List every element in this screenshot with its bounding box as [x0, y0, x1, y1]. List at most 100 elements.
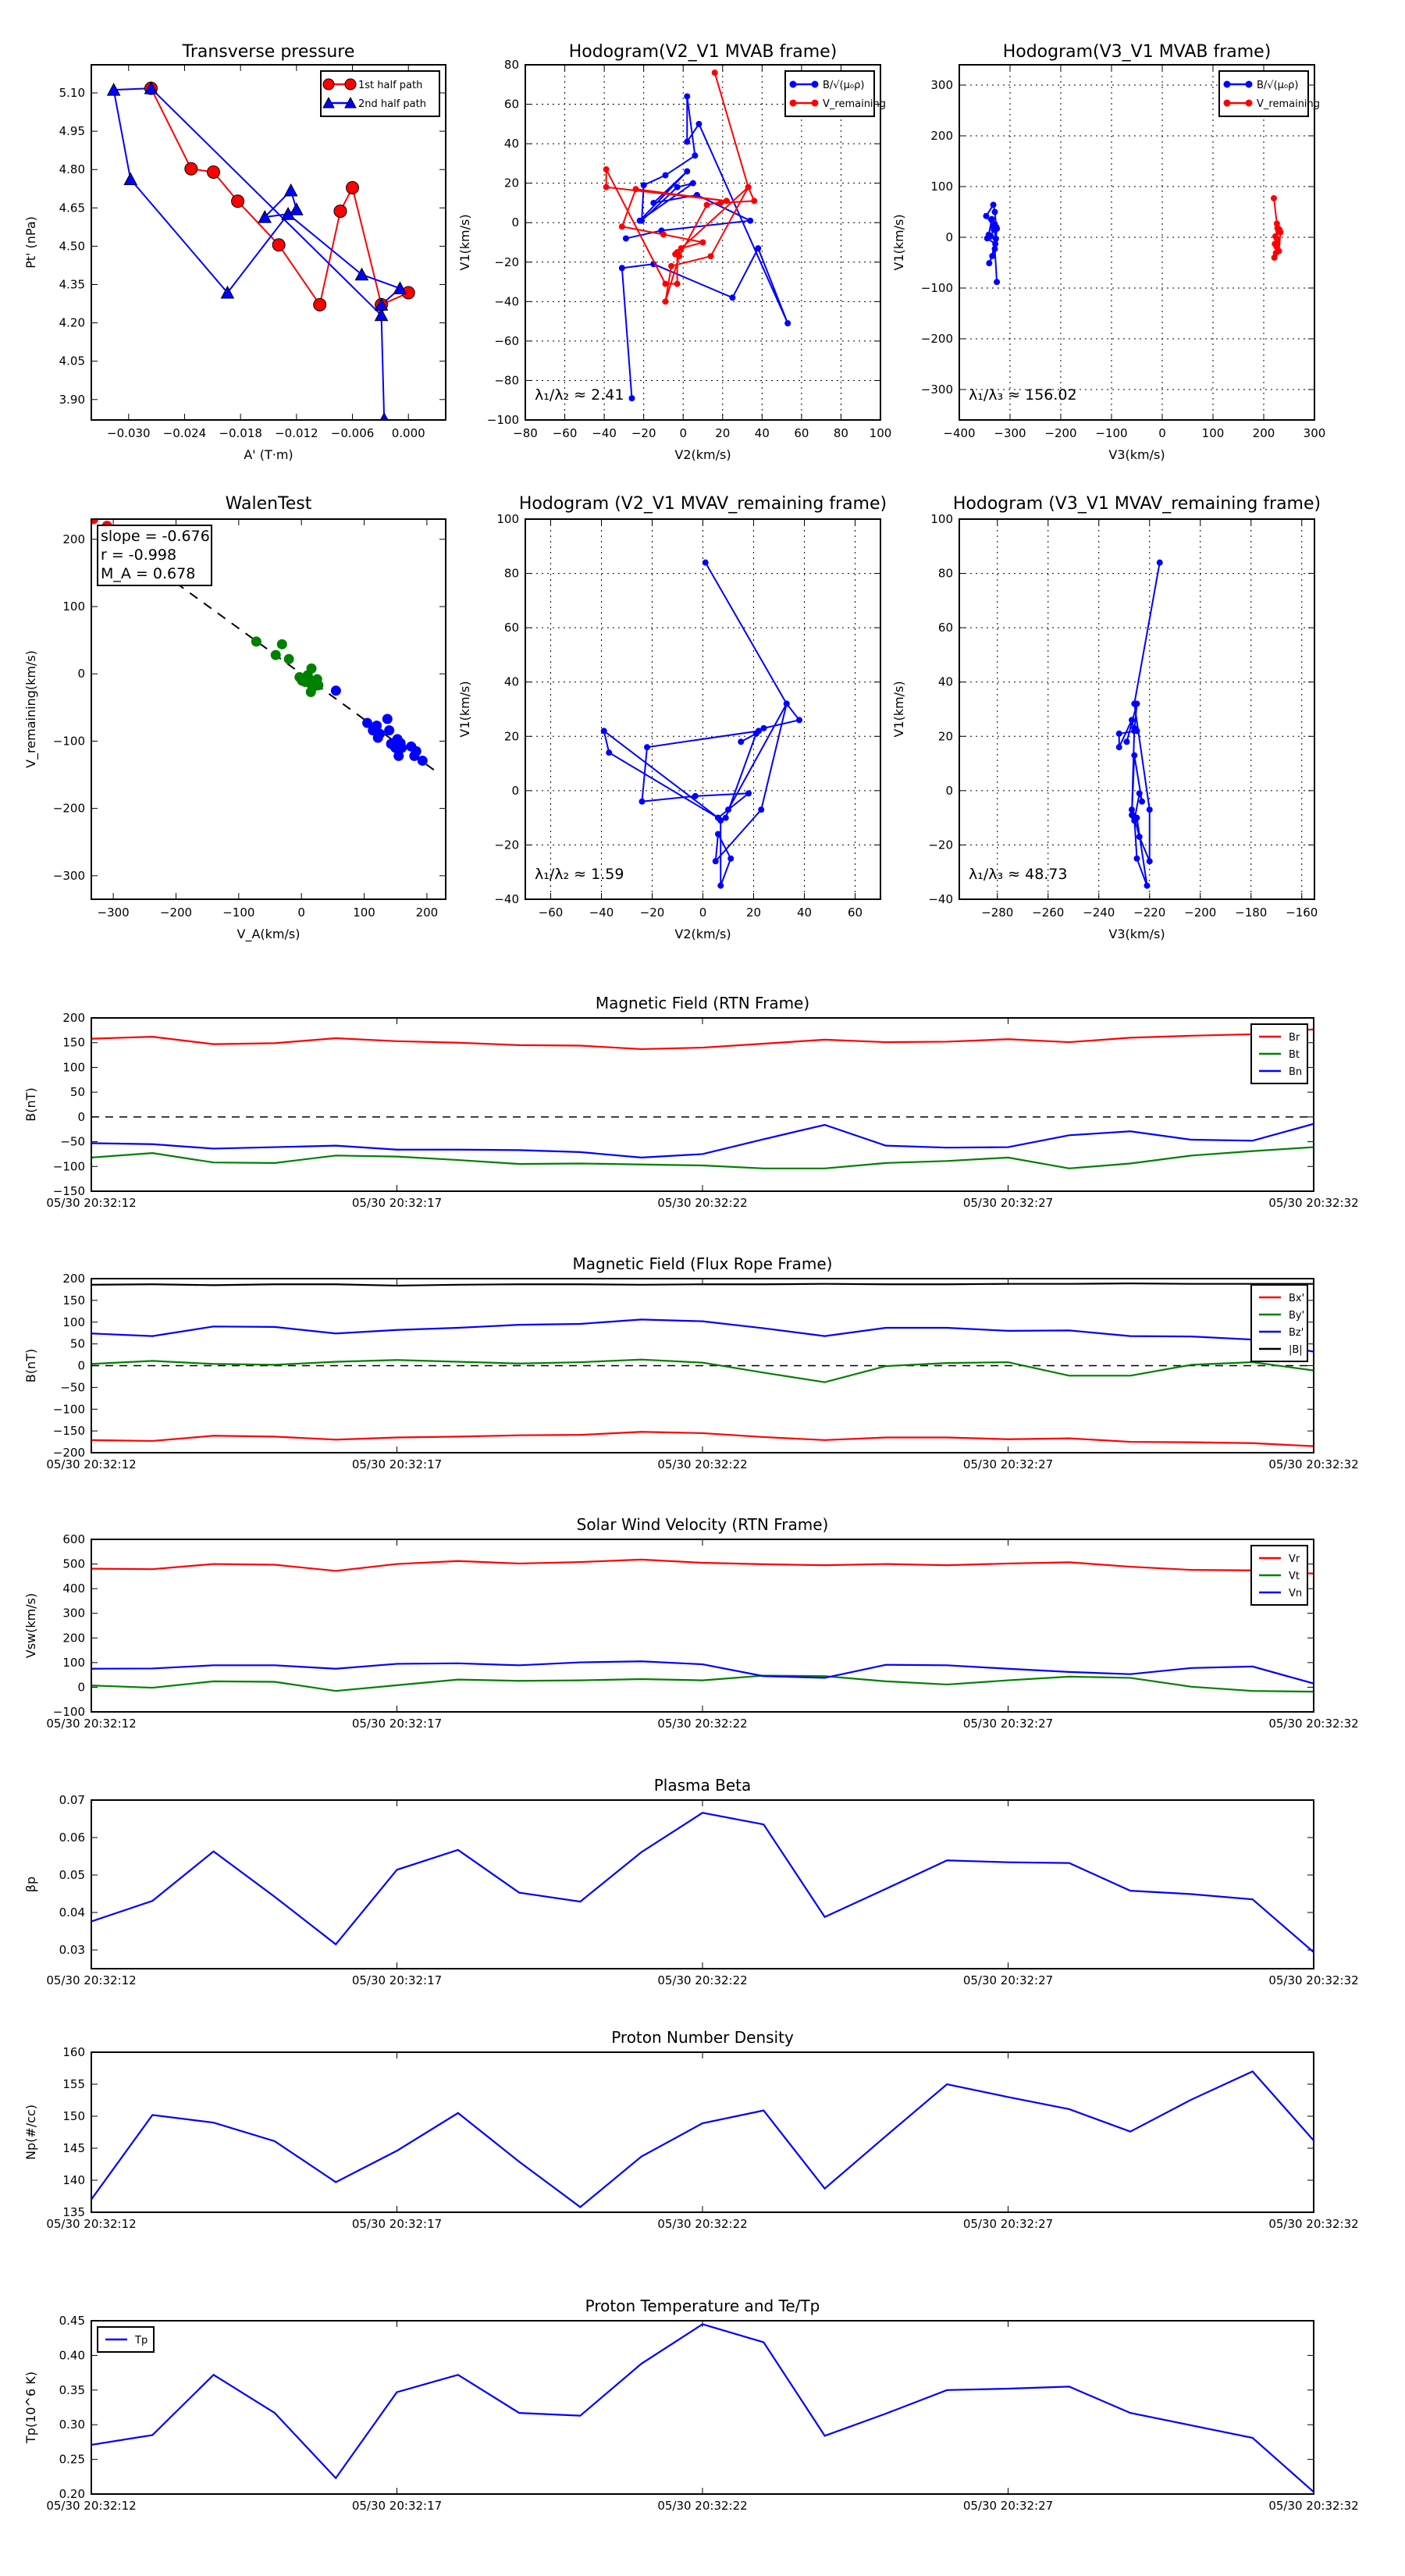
x-axis-label: V3(km/s) — [1108, 927, 1165, 941]
data-layer — [91, 2070, 1314, 2208]
y-tick-label: 4.50 — [59, 239, 85, 253]
y-tick-label: 80 — [938, 567, 953, 581]
data-layer — [106, 81, 415, 420]
y-tick-label: 0 — [945, 784, 953, 798]
data-point — [184, 162, 198, 176]
data-point — [1156, 559, 1163, 566]
data-point — [644, 744, 650, 751]
data-point-end — [411, 745, 422, 756]
x-tick-label: 05/30 20:32:12 — [46, 1717, 136, 1731]
data-point-end — [372, 720, 382, 731]
data-point — [703, 201, 710, 208]
legend: B/√(μ₀ρ) V_remaining — [784, 70, 886, 117]
data-point — [1146, 858, 1153, 865]
chart-plasma-beta: Plasma Beta βp 0.03 0.04 0.05 0.06 0.07 05/30 2… — [23, 1776, 1359, 1987]
x-tick-label: −400 — [943, 426, 975, 440]
data-point — [712, 858, 719, 865]
data-point — [1146, 806, 1153, 813]
data-point — [650, 199, 657, 206]
y-tick-label: 160 — [62, 2045, 85, 2059]
data-layer — [983, 194, 1284, 286]
data-point — [313, 297, 327, 311]
y-tick-label: 150 — [62, 1293, 85, 1308]
data-point — [760, 724, 767, 731]
y-tick-label: 200 — [62, 1011, 85, 1025]
data-point — [393, 281, 407, 294]
x-tick-label: −20 — [631, 426, 656, 440]
data-point — [1139, 798, 1145, 805]
data-point — [618, 265, 625, 272]
chart-hodogram-v3v1-mvav: Hodogram (V3_V1 MVAV_remaining frame) V3(… — [891, 494, 1321, 941]
legend: 1st half path 2nd half path — [320, 70, 440, 117]
chart-title: Hodogram(V3_V1 MVAB frame) — [1003, 42, 1272, 62]
x-tick-label: 200 — [416, 906, 439, 920]
chart-hodogram-v3v1-mvab: Hodogram(V3_V1 MVAB frame) V3(km/s) V1(km/… — [891, 42, 1325, 462]
y-tick-label: −150 — [53, 1424, 85, 1438]
y-tick-label: 0.25 — [59, 2453, 85, 2467]
x-axis-label: V3(km/s) — [1108, 447, 1165, 462]
plot-frame — [959, 518, 1315, 900]
legend-label: Bx' — [1289, 1293, 1304, 1304]
legend-marker — [1245, 80, 1253, 88]
data-point — [1129, 717, 1135, 724]
y-axis-label: V1(km/s) — [457, 214, 472, 270]
x-axis-label: A' (T·m) — [244, 447, 293, 462]
data-point — [990, 201, 997, 208]
y-tick-label: 60 — [504, 621, 519, 635]
x-tick-label: 05/30 20:32:17 — [352, 1717, 442, 1731]
data-point — [1144, 882, 1151, 889]
data-point — [684, 138, 691, 145]
data-point — [783, 700, 790, 707]
y-tick-label: −50 — [60, 1135, 85, 1149]
x-tick-label: 05/30 20:32:27 — [963, 2217, 1053, 2231]
chart-proton-temperature: Proton Temperature and Te/Tp Tp(10^6 K) 0.… — [23, 2297, 1359, 2513]
x-tick-label: −200 — [1184, 906, 1216, 920]
data-point-end — [375, 728, 386, 739]
data-layer — [91, 1028, 1314, 1169]
data-point — [636, 217, 643, 224]
legend-marker — [811, 80, 819, 88]
legend: Vr Vt Vn — [1250, 1545, 1308, 1606]
data-point — [715, 814, 721, 821]
data-point — [723, 197, 730, 205]
y-tick-label: 100 — [62, 600, 85, 614]
data-point — [640, 182, 647, 189]
data-point — [1136, 790, 1143, 797]
data-point — [991, 226, 998, 233]
x-tick-label: 05/30 20:32:27 — [963, 2499, 1053, 2513]
series-line — [621, 96, 789, 399]
data-point — [692, 152, 699, 159]
data-point-middle — [270, 649, 281, 660]
data-point-middle — [313, 680, 324, 691]
legend-marker — [344, 96, 357, 109]
y-tick-label: 4.05 — [59, 354, 85, 368]
legend: Bx' By' Bz' |B| — [1250, 1284, 1308, 1362]
data-point — [986, 260, 993, 267]
data-point — [668, 262, 675, 269]
y-tick-label: −200 — [53, 1446, 85, 1460]
y-tick-label: −100 — [921, 281, 953, 295]
legend-label: Tp — [134, 2335, 148, 2347]
plot-frame — [91, 1539, 1314, 1713]
y-tick-label: 40 — [504, 675, 519, 689]
y-tick-label: 100 — [930, 512, 953, 526]
y-tick-label: 4.65 — [59, 201, 85, 215]
data-point-start — [91, 519, 98, 525]
x-tick-label: 60 — [794, 426, 809, 440]
series-line-bx — [91, 1431, 1314, 1447]
x-tick-label: −100 — [222, 906, 254, 920]
y-axis-label: B(nT) — [23, 1349, 38, 1382]
data-layer — [603, 69, 791, 402]
data-point — [628, 395, 635, 402]
data-point — [715, 831, 721, 838]
data-point — [684, 93, 691, 100]
data-point-middle — [276, 639, 287, 649]
y-tick-label: 0.40 — [59, 2348, 85, 2362]
chart-transverse-pressure: Transverse pressure A' (T·m) Pt' (nPa) 3.90… — [23, 42, 446, 462]
data-point — [207, 165, 221, 179]
data-point — [632, 186, 639, 193]
x-tick-label: 100 — [870, 426, 892, 440]
y-tick-label: 200 — [62, 532, 85, 546]
data-point — [281, 207, 295, 220]
series-line — [603, 562, 801, 886]
